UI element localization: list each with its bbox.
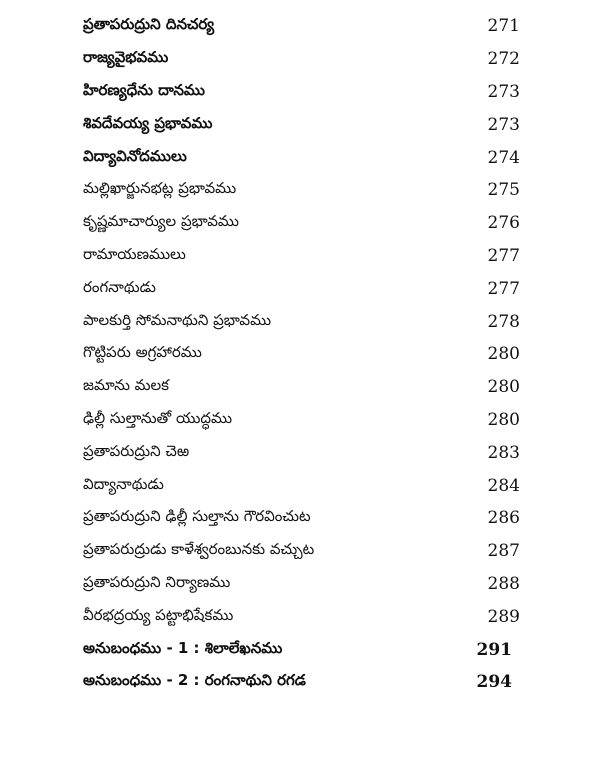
toc-entry-title: జమాను మలక (83, 376, 170, 395)
toc-entry-title: హిరణ్యధేను దానము (83, 80, 205, 99)
toc-entry-title: ప్రతాపరుద్రుడు కాళేశ్వరంబునకు వచ్చుట (83, 540, 315, 559)
toc-entry: విద్యావినోదములు 274 (83, 141, 520, 174)
toc-entry-title: అనుబంధము - 2 : రంగనాథుని రగడ (83, 671, 306, 690)
toc-entry-page: 294 (476, 672, 513, 693)
toc-entry: శివదేవయ్య ప్రభావము 273 (83, 108, 520, 141)
toc-entry-title: అనుబంధము - 1 : శిలాలేఖనము (83, 638, 283, 657)
toc-entry-page: 271 (487, 16, 520, 37)
toc-entry: ఢిల్లీ సుల్తానుతో యుద్ధము 280 (83, 404, 520, 437)
toc-entry-title: వీరభద్రయ్య పట్టాభిషేకము (83, 605, 234, 624)
table-of-contents: ప్రతాపరుద్రుని దినచర్య 271 రాజ్యవైభవము 272… (83, 10, 520, 699)
toc-entry-page: 289 (487, 606, 520, 627)
toc-entry-title: ప్రతాపరుద్రుని చెఱ (83, 441, 190, 460)
toc-entry: విద్యానాథుడు 284 (83, 469, 520, 502)
toc-entry: పాలకుర్తి సోమనాథుని ప్రభావము 278 (83, 305, 520, 338)
toc-entry-page: 283 (487, 442, 520, 463)
toc-entry-title: ప్రతాపరుద్రుని నిర్యాణము (83, 572, 231, 591)
toc-entry-title: విద్యానాథుడు (83, 474, 164, 493)
toc-entry: ప్రతాపరుద్రుడు కాళేశ్వరంబునకు వచ్చుట 287 (83, 535, 520, 568)
toc-entry-page: 277 (487, 245, 520, 266)
toc-entry-page: 291 (476, 639, 513, 660)
toc-entry-title: విద్యావినోదములు (83, 146, 187, 165)
toc-entry: ప్రతాపరుద్రుని ఢిల్లీ సుల్తాను గౌరవించుట… (83, 502, 520, 535)
toc-entry-page: 274 (487, 147, 520, 168)
toc-entry: రామాయణములు 277 (83, 240, 520, 273)
toc-entry: హిరణ్యధేను దానము 273 (83, 76, 520, 109)
toc-entry-title: రామాయణములు (83, 244, 186, 263)
toc-entry-page: 276 (487, 213, 520, 234)
toc-entry-page: 288 (487, 573, 520, 594)
toc-entry-title: కృష్ణమాచార్యుల ప్రభావము (83, 212, 239, 231)
toc-entry: కృష్ణమాచార్యుల ప్రభావము 276 (83, 207, 520, 240)
toc-entry-page: 273 (487, 114, 520, 135)
toc-entry-page: 280 (487, 377, 520, 398)
toc-entry-page: 277 (487, 278, 520, 299)
toc-entry-title: రంగనాథుడు (83, 277, 156, 296)
toc-entry-title: ప్రతాపరుద్రుని ఢిల్లీ సుల్తాను గౌరవించుట (83, 507, 311, 526)
toc-entry-page: 272 (487, 49, 520, 70)
toc-entry: ప్రతాపరుద్రుని చెఱ 283 (83, 436, 520, 469)
toc-entry-title: మల్లిఖార్జునభట్ల ప్రభావము (83, 179, 237, 198)
toc-entry-appendix: అనుబంధము - 2 : రంగనాథుని రగడ 294 (83, 666, 520, 699)
toc-entry-page: 287 (487, 541, 520, 562)
toc-entry: ప్రతాపరుద్రుని నిర్యాణము 288 (83, 568, 520, 601)
toc-entry: జమాను మలక 280 (83, 371, 520, 404)
toc-entry-title: శివదేవయ్య ప్రభావము (83, 113, 213, 132)
toc-entry-page: 273 (487, 81, 520, 102)
toc-entry: వీరభద్రయ్య పట్టాభిషేకము 289 (83, 600, 520, 633)
toc-entry: మల్లిఖార్జునభట్ల ప్రభావము 275 (83, 174, 520, 207)
toc-entry-page: 275 (487, 180, 520, 201)
toc-entry: ప్రతాపరుద్రుని దినచర్య 271 (83, 10, 520, 43)
toc-entry-page: 278 (487, 311, 520, 332)
toc-entry: రాజ్యవైభవము 272 (83, 43, 520, 76)
toc-entry-title: ఢిల్లీ సుల్తానుతో యుద్ధము (83, 408, 233, 427)
toc-entry-title: పాలకుర్తి సోమనాథుని ప్రభావము (83, 310, 272, 329)
toc-entry: రంగనాథుడు 277 (83, 272, 520, 305)
toc-entry-title: ప్రతాపరుద్రుని దినచర్య (83, 15, 215, 34)
toc-entry: గొట్టిపరు అగ్రహారము 280 (83, 338, 520, 371)
toc-entry-title: రాజ్యవైభవము (83, 48, 169, 67)
toc-entry-page: 280 (487, 344, 520, 365)
toc-entry-page: 286 (487, 508, 520, 529)
toc-entry-page: 280 (487, 409, 520, 430)
toc-entry-appendix: అనుబంధము - 1 : శిలాలేఖనము 291 (83, 633, 520, 666)
toc-entry-page: 284 (487, 475, 520, 496)
toc-entry-title: గొట్టిపరు అగ్రహారము (83, 343, 202, 362)
